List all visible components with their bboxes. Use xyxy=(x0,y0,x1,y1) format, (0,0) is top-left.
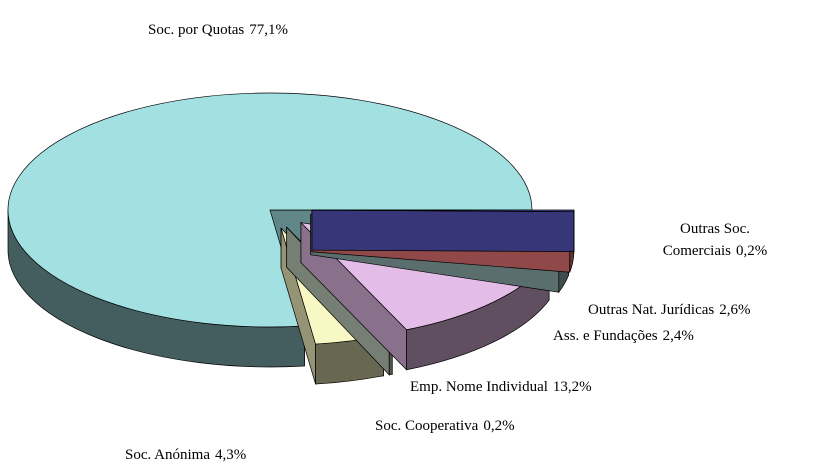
slice-value-label: 4,3% xyxy=(215,447,246,463)
slice-value-label: 2,6% xyxy=(719,302,750,318)
slice-category: Soc. Cooperativa xyxy=(375,418,478,434)
slice-label: Emp. Nome Individual 13,2% xyxy=(410,376,670,398)
slice-value-label: 77,1% xyxy=(249,22,288,38)
slice-value-label: 0,2% xyxy=(483,418,514,434)
slice-label: Soc. Anónima 4,3% xyxy=(125,444,385,466)
slice-category: Ass. e Fundações xyxy=(553,328,658,344)
slice-label: Ass. e Fundações 2,4% xyxy=(553,325,813,347)
slice-value-label: 13,2% xyxy=(553,379,592,395)
slice-category: Emp. Nome Individual xyxy=(410,379,548,395)
slice-wall xyxy=(312,210,574,251)
slice-label: Soc. por Quotas 77,1% xyxy=(148,19,448,41)
slice-category: Soc. por Quotas xyxy=(148,22,244,38)
slice-value-label: 2,4% xyxy=(663,328,694,344)
slice-category: Soc. Anónima xyxy=(125,447,210,463)
slice-label: Outras Nat. Jurídicas 2,6% xyxy=(588,299,840,321)
slice-value-label: 0,2% xyxy=(736,243,767,259)
slice-category: Outras Nat. Jurídicas xyxy=(588,302,714,318)
slice-label: Soc. Cooperativa 0,2% xyxy=(375,415,635,437)
